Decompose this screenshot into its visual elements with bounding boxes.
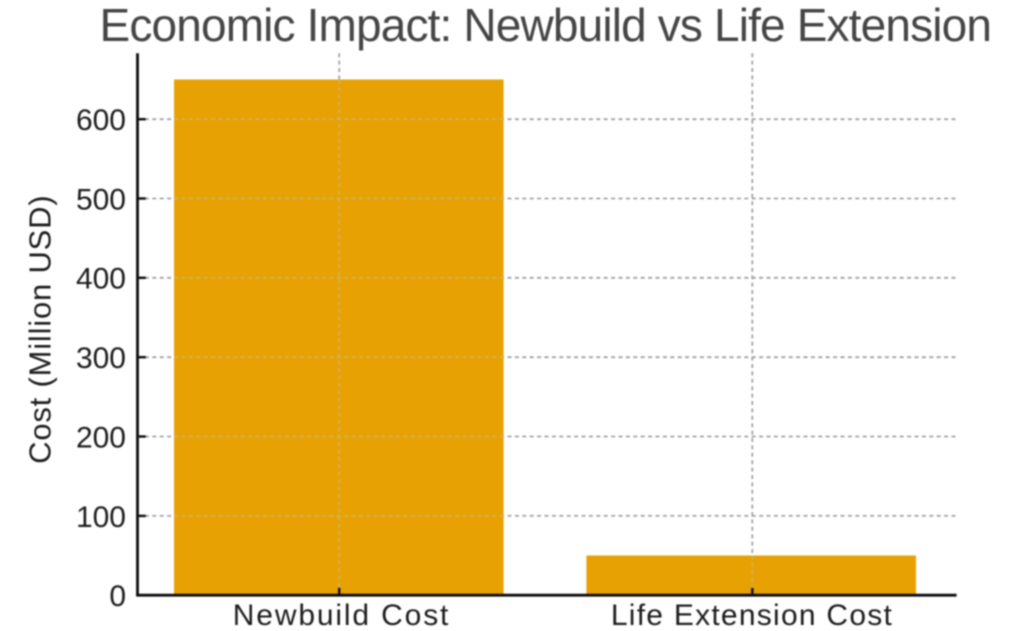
svg-text:500: 500 xyxy=(76,183,126,216)
svg-text:Cost (Million USD): Cost (Million USD) xyxy=(23,195,58,464)
svg-text:200: 200 xyxy=(76,421,126,454)
svg-text:Economic Impact: Newbuild vs L: Economic Impact: Newbuild vs Life Extens… xyxy=(100,0,992,51)
svg-text:100: 100 xyxy=(76,501,126,534)
svg-text:300: 300 xyxy=(76,342,126,375)
svg-text:Newbuild Cost: Newbuild Cost xyxy=(233,599,450,631)
svg-text:0: 0 xyxy=(109,580,126,613)
svg-text:400: 400 xyxy=(76,263,126,296)
svg-text:600: 600 xyxy=(76,104,126,137)
svg-text:Life Extension Cost: Life Extension Cost xyxy=(611,599,893,631)
